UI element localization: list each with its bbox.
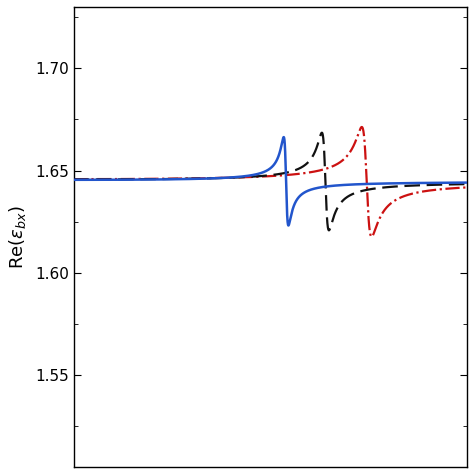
Y-axis label: Re($\varepsilon_{bx}$): Re($\varepsilon_{bx}$)	[7, 205, 28, 269]
